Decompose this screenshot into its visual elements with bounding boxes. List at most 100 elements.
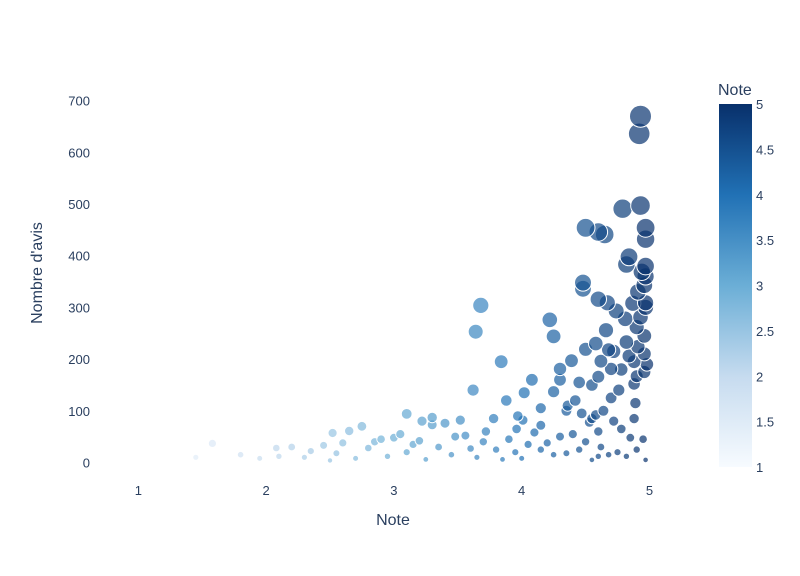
data-point (466, 383, 480, 397)
colorbar-tick-label: 5 (756, 97, 763, 112)
plot-area (192, 104, 656, 464)
x-tick-label: 1 (135, 483, 142, 498)
data-point (535, 419, 547, 431)
x-axis-label: Note (376, 512, 410, 529)
data-point (319, 440, 329, 450)
data-point (326, 457, 334, 464)
data-point (207, 438, 217, 448)
data-point (580, 437, 591, 447)
colorbar-title: Note (718, 82, 752, 99)
data-point (574, 273, 592, 292)
data-point (518, 454, 526, 462)
data-point (589, 290, 607, 308)
y-tick-label: 200 (68, 352, 90, 367)
data-point (472, 296, 490, 314)
data-point (414, 436, 425, 446)
data-point (541, 311, 559, 329)
data-point (275, 452, 283, 460)
data-point (542, 438, 552, 448)
data-point (500, 394, 513, 407)
x-tick-label: 2 (262, 483, 269, 498)
y-axis-label: Nombre d'avis (29, 222, 46, 324)
data-point (572, 375, 587, 390)
data-point (287, 442, 297, 452)
colorbar-tick-label: 4.5 (756, 142, 774, 157)
data-point (555, 431, 565, 442)
data-point (491, 445, 501, 454)
data-point (613, 448, 622, 457)
x-tick-label: 5 (646, 483, 653, 498)
data-point (575, 217, 596, 238)
colorbar-tick-label: 2.5 (756, 324, 774, 339)
colorbar-tick-label: 1.5 (756, 415, 774, 430)
data-point (493, 354, 509, 370)
data-point (344, 425, 355, 437)
data-point (256, 454, 264, 462)
data-point (593, 353, 609, 369)
data-point (422, 456, 430, 463)
data-point (636, 256, 655, 276)
data-point (467, 323, 484, 340)
y-tick-label: 700 (68, 94, 90, 109)
data-point (523, 439, 533, 449)
data-point (466, 444, 475, 453)
data-point (549, 450, 558, 459)
data-point (383, 452, 392, 460)
data-point (402, 448, 411, 457)
data-point (593, 426, 604, 437)
data-point (236, 450, 245, 459)
data-point (332, 449, 341, 458)
colorbar-tick-label: 3.5 (756, 233, 774, 248)
data-point (575, 445, 584, 454)
data-point (575, 407, 588, 420)
data-point (338, 438, 348, 448)
colorbar-ticks: 1 1.5 2 2.5 3 3.5 4 4.5 5 (756, 97, 774, 475)
data-point (327, 427, 338, 439)
colorbar-tick-label: 2 (756, 369, 763, 384)
data-point (434, 442, 444, 452)
data-point (625, 432, 636, 443)
y-tick-label: 100 (68, 404, 90, 419)
data-point (629, 396, 642, 410)
data-point (364, 443, 373, 453)
data-point (517, 386, 531, 400)
data-point (300, 453, 308, 461)
data-point (547, 385, 561, 399)
data-point (642, 456, 649, 464)
data-point (356, 420, 368, 432)
data-point (525, 372, 539, 387)
data-point (608, 415, 620, 427)
data-point (504, 434, 514, 445)
data-point (487, 412, 500, 425)
data-point (635, 217, 656, 238)
data-point (192, 453, 200, 461)
data-point (400, 408, 413, 420)
data-point (616, 423, 627, 435)
data-point (569, 394, 582, 407)
x-tick-label: 4 (518, 483, 525, 498)
data-point (629, 104, 652, 128)
data-point (591, 369, 606, 384)
y-tick-label: 0 (83, 455, 90, 470)
data-point (512, 410, 524, 422)
y-tick-label: 600 (68, 145, 90, 160)
data-point (638, 434, 648, 445)
data-point (545, 328, 562, 345)
data-point (552, 361, 568, 377)
data-point (604, 391, 618, 405)
data-point (529, 427, 540, 438)
data-point (619, 247, 639, 267)
data-point (439, 417, 451, 429)
data-point (473, 453, 481, 461)
data-point (562, 449, 571, 458)
colorbar-tick-label: 1 (756, 460, 763, 475)
data-point (454, 414, 466, 426)
data-point (426, 411, 438, 424)
data-point (511, 423, 522, 435)
x-axis-ticks: 1 2 3 4 5 (135, 483, 653, 498)
data-point (480, 426, 492, 437)
data-point (395, 429, 406, 440)
data-point (618, 334, 635, 350)
